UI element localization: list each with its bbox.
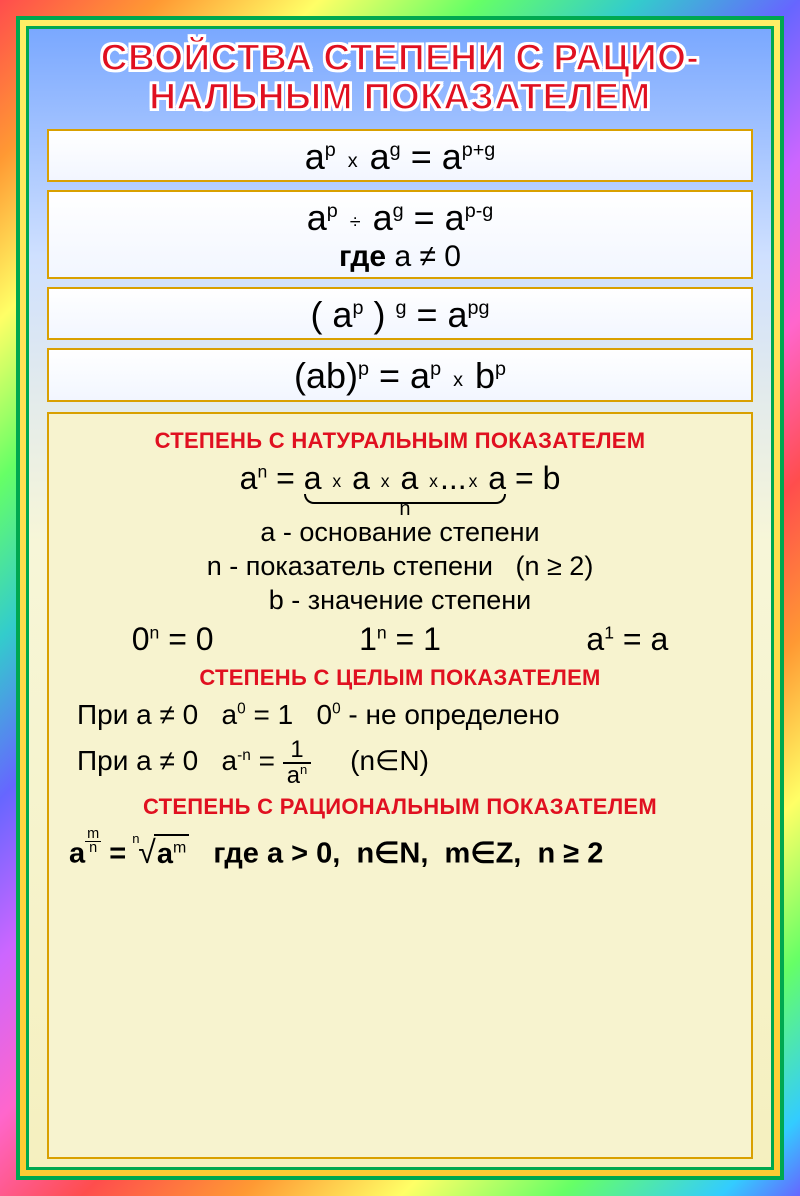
section-2-line-1: При a ≠ 0 a0 = 1 00 - не определено	[59, 697, 741, 732]
special-cases-row: 0n = 0 1n = 1 a1 = a	[59, 619, 741, 659]
rule-2-condition: где a ≠ 0	[53, 240, 747, 273]
def-b: b - значение степени	[59, 584, 741, 618]
section-2-line-2: При a ≠ 0 a-n = 1an (n∈N)	[59, 738, 741, 788]
case-a1: a1 = a	[586, 619, 668, 659]
title-line-1: СВОЙСТВА СТЕПЕНИ С РАЦИО-	[47, 39, 753, 78]
section-3-formula: amn = n√am где a > 0, n∈N, m∈Z, n ≥ 2	[59, 828, 741, 873]
section-1-definition: an = a x a x a x...x an = b	[59, 458, 741, 516]
section-2-heading: СТЕПЕНЬ С ЦЕЛЫМ ПОКАЗАТЕЛЕМ	[59, 665, 741, 691]
definitions-panel: СТЕПЕНЬ С НАТУРАЛЬНЫМ ПОКАЗАТЕЛЕМ an = a…	[47, 412, 753, 1159]
section-3-heading: СТЕПЕНЬ С РАЦИОНАЛЬНЫМ ПОКАЗАТЕЛЕМ	[59, 794, 741, 820]
rule-3-formula: ( ap ) g = apg	[53, 295, 747, 335]
section-1-heading: СТЕПЕНЬ С НАТУРАЛЬНЫМ ПОКАЗАТЕЛЕМ	[59, 428, 741, 454]
rule-2-formula: ap ÷ ag = ap-g	[53, 198, 747, 238]
case-zero: 0n = 0	[132, 619, 214, 659]
rule-box-3: ( ap ) g = apg	[47, 287, 753, 341]
case-one: 1n = 1	[359, 619, 441, 659]
poster-title: СВОЙСТВА СТЕПЕНИ С РАЦИО- НАЛЬНЫМ ПОКАЗА…	[47, 39, 753, 117]
rule-4-formula: (ab)p = ap x bp	[53, 356, 747, 396]
def-n: n - показатель степени (n ≥ 2)	[59, 550, 741, 584]
rule-box-1: ap x ag = ap+g	[47, 129, 753, 183]
rule-box-2: ap ÷ ag = ap-g где a ≠ 0	[47, 190, 753, 279]
title-line-2: НАЛЬНЫМ ПОКАЗАТЕЛЕМ	[47, 78, 753, 117]
inner-panel: СВОЙСТВА СТЕПЕНИ С РАЦИО- НАЛЬНЫМ ПОКАЗА…	[26, 26, 774, 1170]
outer-frame: СВОЙСТВА СТЕПЕНИ С РАЦИО- НАЛЬНЫМ ПОКАЗА…	[16, 16, 784, 1180]
rule-1-formula: ap x ag = ap+g	[53, 137, 747, 177]
rule-box-4: (ab)p = ap x bp	[47, 348, 753, 402]
